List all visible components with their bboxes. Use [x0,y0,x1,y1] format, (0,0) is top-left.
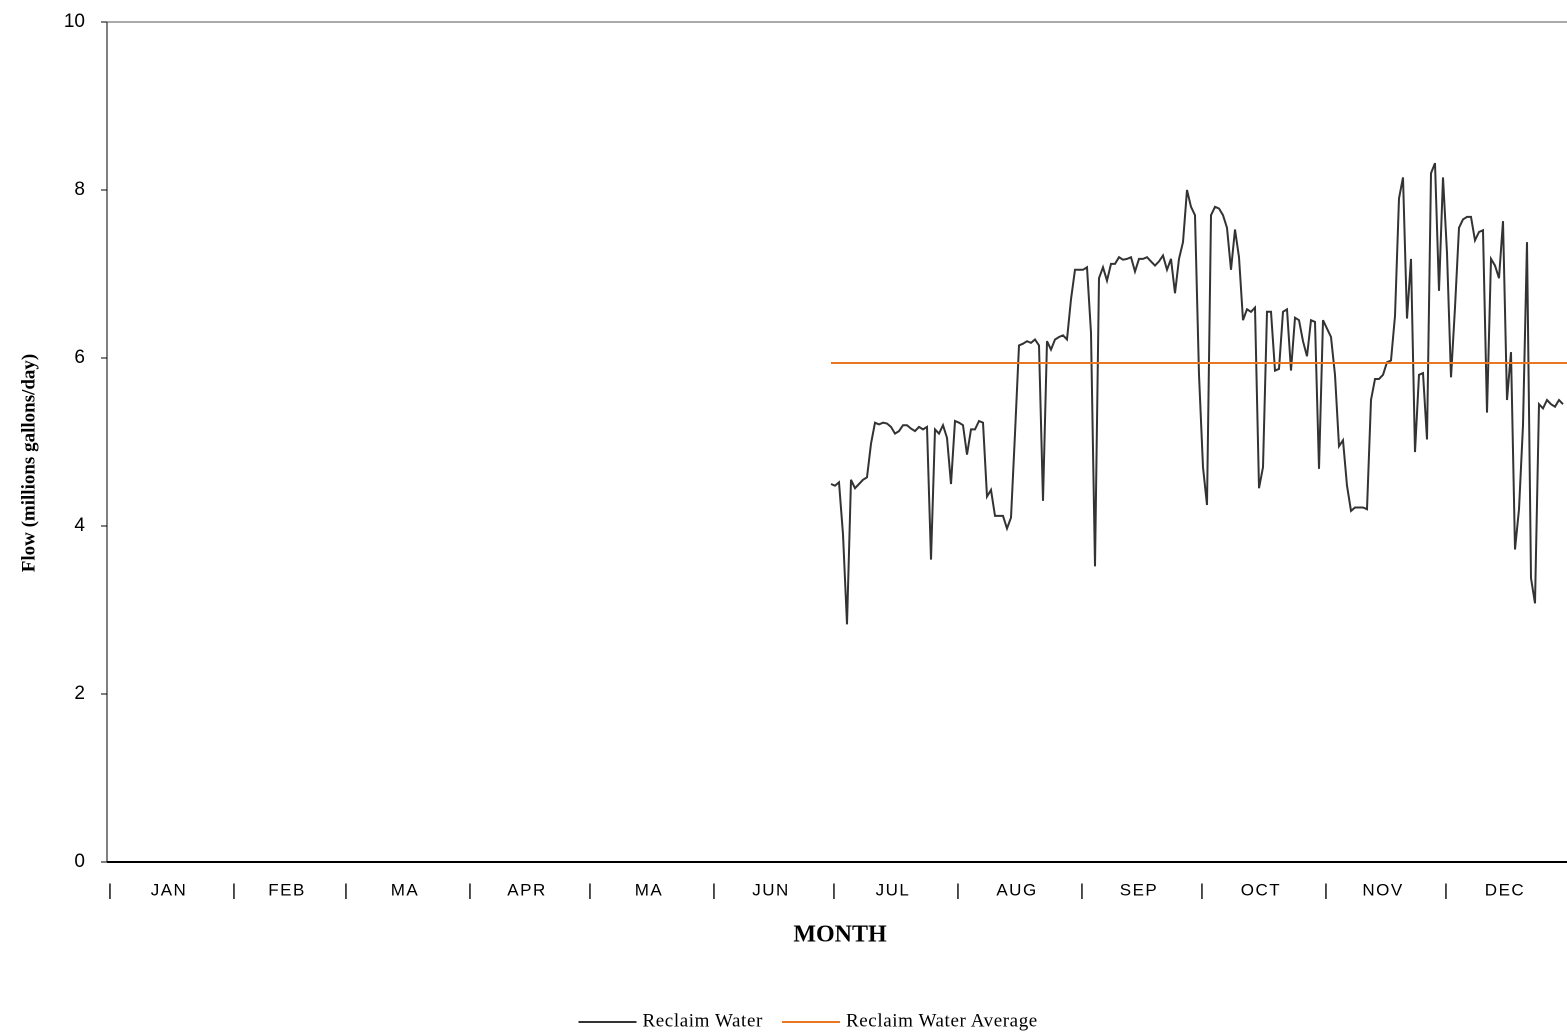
x-tick-label: | [956,880,960,899]
month-label: OCT [1241,880,1281,899]
x-tick-label: | [1324,880,1328,899]
legend-label: Reclaim Water [643,1010,763,1031]
y-axis-label: Flow (millions gallons/day) [18,354,39,573]
y-tick-label: 6 [74,347,85,368]
x-tick-label: | [588,880,592,899]
y-tick-label: 0 [74,851,85,872]
x-tick-label: | [344,880,348,899]
month-label: DEC [1485,880,1525,899]
month-label: APR [507,880,546,899]
month-label: MA [391,880,420,899]
x-tick-label: | [712,880,716,899]
x-axis-label: MONTH [793,922,887,948]
x-tick-label: | [832,880,836,899]
x-tick-label: | [468,880,472,899]
y-tick-label: 8 [74,179,85,200]
month-label: SEP [1120,880,1159,899]
month-label: MA [635,880,664,899]
x-tick-label: | [1444,880,1448,899]
x-tick-label: | [108,880,112,899]
month-label: NOV [1362,880,1403,899]
x-tick-label: | [232,880,236,899]
y-tick-label: 2 [74,683,85,704]
month-label: JAN [151,880,188,899]
month-label: JUL [876,880,911,899]
y-tick-label: 10 [64,11,85,32]
x-tick-label: | [1200,880,1204,899]
y-tick-label: 4 [74,515,85,536]
month-label: AUG [996,880,1037,899]
legend-label: Reclaim Water Average [846,1010,1038,1031]
x-tick-label: | [1080,880,1084,899]
month-label: FEB [268,880,306,899]
series-line [830,162,1564,625]
month-label: JUN [752,880,790,899]
